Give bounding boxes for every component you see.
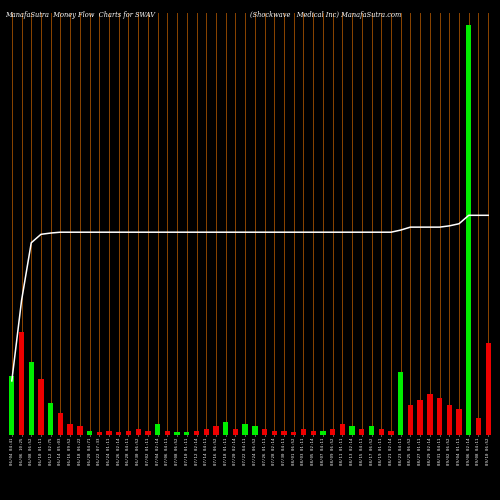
Bar — [301, 428, 306, 435]
Bar — [340, 424, 345, 435]
Bar — [126, 430, 131, 435]
Bar — [310, 430, 316, 435]
Bar — [418, 400, 423, 435]
Bar — [408, 405, 413, 435]
Bar — [204, 428, 209, 435]
Text: ManafaSutra  Money Flow  Charts for SWAV: ManafaSutra Money Flow Charts for SWAV — [5, 11, 155, 19]
Bar — [350, 426, 355, 435]
Bar — [486, 343, 491, 435]
Bar — [106, 430, 112, 435]
Bar — [9, 376, 15, 435]
Bar — [291, 432, 296, 435]
Bar — [427, 394, 432, 435]
Bar — [68, 424, 73, 435]
Bar — [184, 432, 190, 435]
Bar — [398, 372, 404, 435]
Bar — [96, 432, 102, 435]
Bar — [320, 430, 326, 435]
Bar — [145, 430, 150, 435]
Bar — [223, 422, 228, 435]
Bar — [388, 430, 394, 435]
Bar — [28, 362, 34, 435]
Bar — [232, 428, 238, 435]
Bar — [155, 424, 160, 435]
Bar — [446, 405, 452, 435]
Text: (Shockwave   Medical Inc) ManafaSutra.com: (Shockwave Medical Inc) ManafaSutra.com — [250, 11, 401, 19]
Bar — [38, 379, 44, 435]
Bar — [87, 430, 92, 435]
Bar — [19, 332, 24, 435]
Bar — [282, 430, 286, 435]
Bar — [48, 402, 54, 435]
Bar — [359, 428, 364, 435]
Bar — [476, 418, 481, 435]
Bar — [116, 432, 121, 435]
Bar — [174, 432, 180, 435]
Bar — [194, 430, 199, 435]
Bar — [252, 426, 258, 435]
Bar — [466, 25, 471, 435]
Bar — [58, 414, 63, 435]
Bar — [242, 424, 248, 435]
Bar — [378, 428, 384, 435]
Bar — [369, 426, 374, 435]
Bar — [456, 409, 462, 435]
Bar — [272, 430, 277, 435]
Bar — [136, 428, 141, 435]
Bar — [437, 398, 442, 435]
Bar — [164, 430, 170, 435]
Bar — [214, 426, 218, 435]
Bar — [262, 428, 268, 435]
Bar — [330, 428, 336, 435]
Bar — [77, 426, 82, 435]
